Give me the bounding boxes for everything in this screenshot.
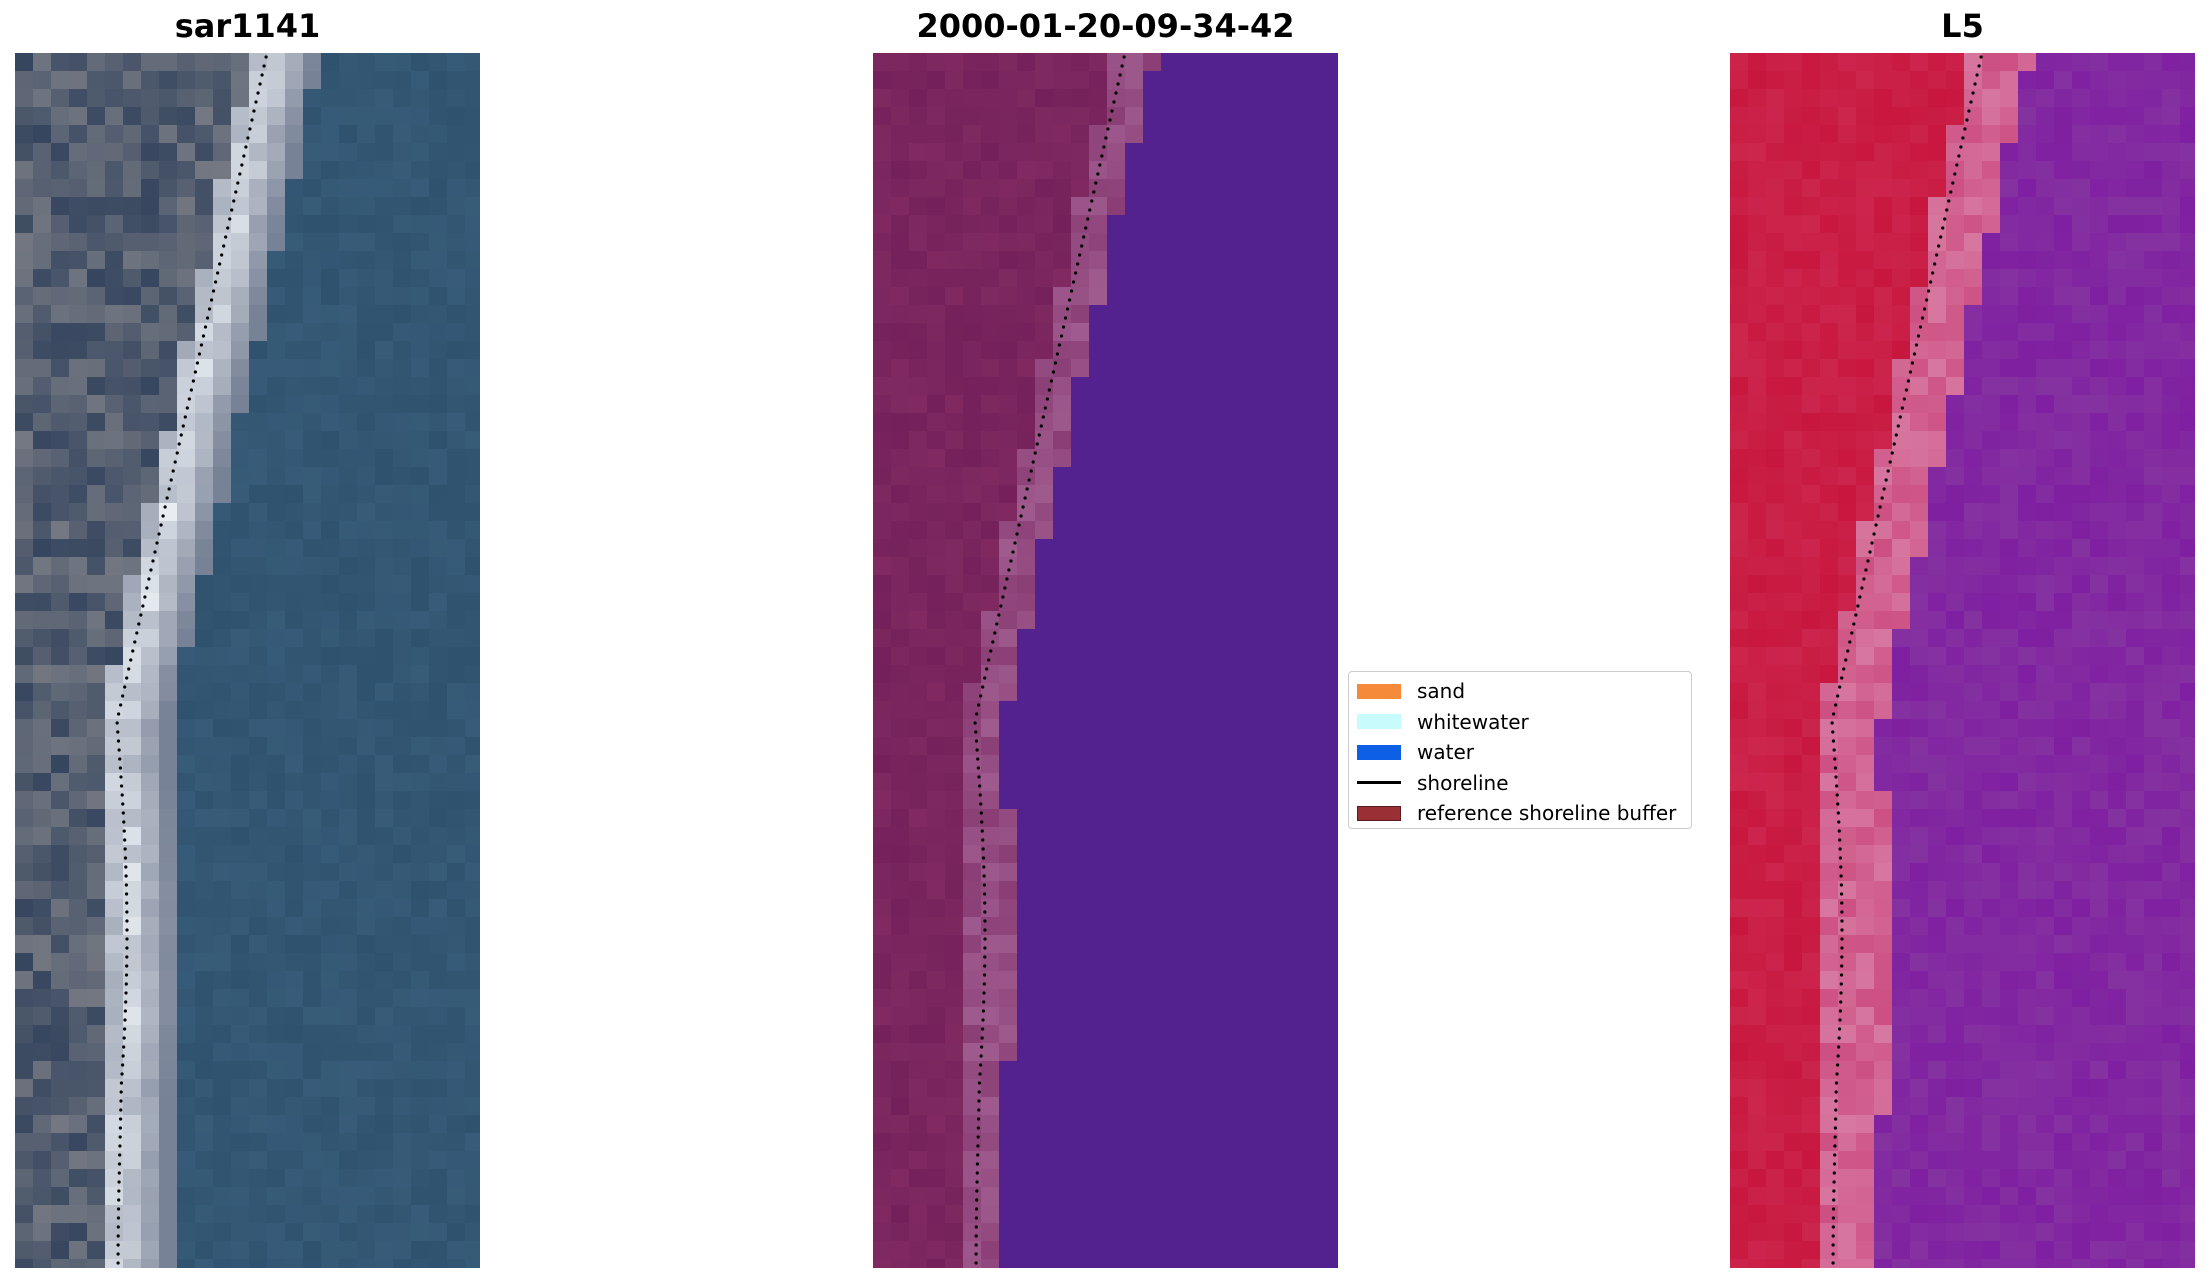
panel-title-l5: L5 <box>1941 7 1984 45</box>
classification-image <box>873 53 1338 1268</box>
rgb-image-panel <box>15 53 480 1268</box>
classification-image-panel <box>873 53 1338 1268</box>
legend-label: water <box>1417 740 1474 765</box>
rgb-image <box>15 53 480 1268</box>
shoreline-dots <box>115 55 268 1265</box>
legend-item-sand: sand <box>1357 676 1683 707</box>
legend-label: shoreline <box>1417 770 1509 795</box>
reference-buffer-swatch <box>1357 805 1401 821</box>
shoreline-dots <box>1830 55 1983 1265</box>
legend-label: whitewater <box>1417 709 1529 734</box>
panel-title-rgb: sar1141 <box>174 7 321 45</box>
sand-swatch <box>1357 683 1401 699</box>
l5-image <box>1730 53 2195 1268</box>
legend-item-shoreline: shoreline <box>1357 768 1683 799</box>
legend-label: reference shoreline buffer <box>1417 801 1677 826</box>
legend: sand whitewater water shoreline referenc… <box>1348 671 1692 829</box>
legend-label: sand <box>1417 679 1466 704</box>
shoreline-line-swatch <box>1357 781 1401 785</box>
legend-item-whitewater: whitewater <box>1357 707 1683 738</box>
water-swatch <box>1357 744 1401 760</box>
whitewater-swatch <box>1357 714 1401 730</box>
legend-item-reference-buffer: reference shoreline buffer <box>1357 798 1683 829</box>
l5-image-panel <box>1730 53 2195 1268</box>
panel-title-classification: 2000-01-20-09-34-42 <box>916 7 1295 45</box>
legend-item-water: water <box>1357 737 1683 768</box>
shoreline-dots <box>973 55 1126 1265</box>
